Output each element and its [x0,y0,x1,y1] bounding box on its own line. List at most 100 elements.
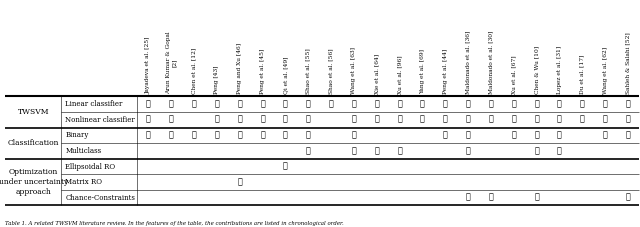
Text: ✓: ✓ [329,100,333,108]
Text: Jayadeva et al. [25]: Jayadeva et al. [25] [146,37,151,94]
Text: ✓: ✓ [237,116,242,124]
Text: ✓: ✓ [420,100,425,108]
Text: Peng and Xu [46]: Peng and Xu [46] [237,43,242,94]
Text: Maldonado et al. [30]: Maldonado et al. [30] [488,31,493,94]
Text: ✓: ✓ [397,147,402,155]
Text: ✓: ✓ [169,116,173,124]
Text: ✓: ✓ [169,100,173,108]
Text: ✓: ✓ [374,100,379,108]
Text: Xu et al. [96]: Xu et al. [96] [397,56,402,94]
Text: ✓: ✓ [557,147,562,155]
Text: ✓: ✓ [466,194,470,202]
Text: ✓: ✓ [306,100,310,108]
Text: TWSVM: TWSVM [17,108,49,116]
Text: ✓: ✓ [511,100,516,108]
Text: ✓: ✓ [214,131,220,139]
Text: ✓: ✓ [397,100,402,108]
Text: ✓: ✓ [625,100,630,108]
Text: ✓: ✓ [580,116,585,124]
Text: ✓: ✓ [351,116,356,124]
Text: ✓: ✓ [557,100,562,108]
Text: ✓: ✓ [603,116,607,124]
Text: Peng et al. [44]: Peng et al. [44] [443,49,448,94]
Text: ✓: ✓ [534,194,539,202]
Text: ✓: ✓ [283,116,288,124]
Text: ✓: ✓ [443,116,447,124]
Text: Shao et al. [56]: Shao et al. [56] [328,49,333,94]
Text: Xu et al. [67]: Xu et al. [67] [511,56,516,94]
Text: Binary: Binary [65,131,89,139]
Text: ✓: ✓ [260,131,265,139]
Text: ✓: ✓ [260,100,265,108]
Text: ✓: ✓ [603,131,607,139]
Text: ✓: ✓ [374,147,379,155]
Text: ✓: ✓ [557,116,562,124]
Text: ✓: ✓ [260,116,265,124]
Text: ✓: ✓ [557,131,562,139]
Text: ✓: ✓ [306,147,310,155]
Text: ✓: ✓ [466,116,470,124]
Text: ✓: ✓ [214,100,220,108]
Text: Chance-Constraints: Chance-Constraints [65,194,135,202]
Text: Peng et al. [45]: Peng et al. [45] [260,49,265,94]
Text: Lopez et al. [31]: Lopez et al. [31] [557,46,562,94]
Text: ✓: ✓ [191,131,196,139]
Text: ✓: ✓ [534,147,539,155]
Text: Linear classifier: Linear classifier [65,100,123,108]
Text: Maldonado et al. [36]: Maldonado et al. [36] [465,31,470,94]
Text: ✓: ✓ [283,163,288,170]
Text: ✓: ✓ [580,100,585,108]
Text: ✓: ✓ [146,100,151,108]
Text: Chen et al. [12]: Chen et al. [12] [191,48,196,94]
Text: Chen & Wu [10]: Chen & Wu [10] [534,46,539,94]
Text: ✓: ✓ [306,116,310,124]
Text: ✓: ✓ [488,116,493,124]
Text: ✓: ✓ [351,100,356,108]
Text: ✓: ✓ [374,116,379,124]
Text: Shao et al. [55]: Shao et al. [55] [306,48,311,94]
Text: Arun Kumar & Gopal
[2]: Arun Kumar & Gopal [2] [166,32,177,94]
Text: Wang et al. [62]: Wang et al. [62] [603,47,607,94]
Text: Multiclass: Multiclass [65,147,101,155]
Text: ✓: ✓ [237,178,242,186]
Text: Matrix RO: Matrix RO [65,178,102,186]
Text: ✓: ✓ [466,100,470,108]
Text: Sahleh & Salahi [52]: Sahleh & Salahi [52] [625,32,630,94]
Text: Wang et al. [63]: Wang et al. [63] [351,47,356,94]
Text: ✓: ✓ [420,116,425,124]
Text: ✓: ✓ [534,100,539,108]
Text: Table 1. A related TWSVM literature review. In the features of the table, the co: Table 1. A related TWSVM literature revi… [5,221,344,226]
Text: ✓: ✓ [625,131,630,139]
Text: ✓: ✓ [511,116,516,124]
Text: ✓: ✓ [625,116,630,124]
Text: ✓: ✓ [466,131,470,139]
Text: Nonlinear classifier: Nonlinear classifier [65,116,135,124]
Text: ✓: ✓ [534,131,539,139]
Text: ✓: ✓ [443,100,447,108]
Text: Yang et al. [69]: Yang et al. [69] [420,49,425,94]
Text: Ellipsoidal RO: Ellipsoidal RO [65,163,115,170]
Text: ✓: ✓ [169,131,173,139]
Text: ✓: ✓ [603,100,607,108]
Text: ✓: ✓ [351,147,356,155]
Text: ✓: ✓ [625,194,630,202]
Text: Xie et al. [64]: Xie et al. [64] [374,54,380,94]
Text: ✓: ✓ [466,147,470,155]
Text: Classification: Classification [8,139,59,147]
Text: ✓: ✓ [146,116,151,124]
Text: ✓: ✓ [237,131,242,139]
Text: ✓: ✓ [283,131,288,139]
Text: ✓: ✓ [488,194,493,202]
Text: ✓: ✓ [534,116,539,124]
Text: ✓: ✓ [488,100,493,108]
Text: ✓: ✓ [214,116,220,124]
Text: ✓: ✓ [191,100,196,108]
Text: ✓: ✓ [351,131,356,139]
Text: Du et al. [17]: Du et al. [17] [580,55,585,94]
Text: ✓: ✓ [306,131,310,139]
Text: Qi et al. [49]: Qi et al. [49] [283,57,288,94]
Text: ✓: ✓ [397,116,402,124]
Text: ✓: ✓ [283,100,288,108]
Text: Peng [43]: Peng [43] [214,66,220,94]
Text: ✓: ✓ [146,131,151,139]
